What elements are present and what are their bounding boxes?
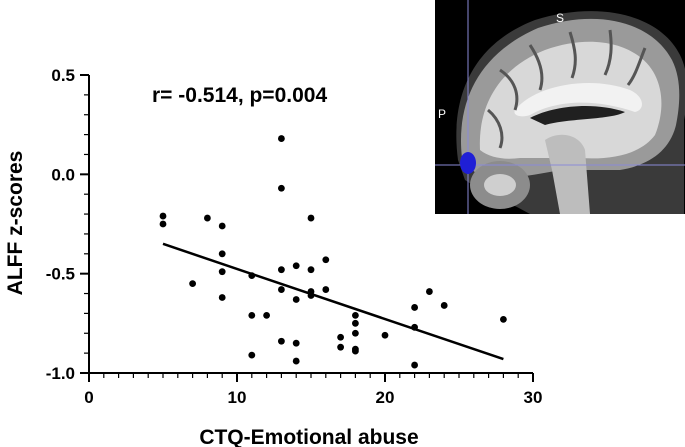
data-point [292, 357, 300, 365]
data-point [218, 294, 226, 301]
posterior-label: P [438, 107, 446, 121]
data-point [278, 266, 285, 274]
data-point [440, 302, 448, 309]
regression-line [162, 242, 504, 361]
data-point [278, 286, 285, 293]
data-point [248, 351, 256, 359]
data-point [204, 214, 211, 222]
y-tick-label: -1.0 [46, 364, 75, 383]
data-points [159, 135, 507, 369]
data-point [278, 184, 285, 192]
data-point [322, 286, 330, 293]
data-point [218, 250, 226, 258]
y-tick-label: 0.0 [51, 165, 75, 184]
y-tick-label: 0.5 [51, 66, 75, 85]
data-point [278, 337, 285, 345]
data-point [292, 339, 300, 347]
data-point [278, 135, 285, 142]
data-point [307, 266, 315, 274]
regression-line-group [162, 242, 504, 361]
data-point [307, 214, 315, 222]
data-point [337, 333, 344, 341]
x-tick-label: 10 [228, 388, 247, 407]
cerebellum-white-shape [484, 174, 516, 196]
tick-labels: 0 10 20 30 0.5 0.0 -0.5 -1.0 [46, 66, 543, 407]
y-axis-title: ALFF z-scores [4, 151, 27, 296]
data-point [218, 222, 226, 230]
data-point [381, 331, 389, 339]
highlighted-cluster [460, 152, 476, 174]
data-point [218, 268, 226, 276]
data-point [426, 288, 433, 295]
data-point [263, 311, 270, 319]
x-tick-label: 0 [84, 388, 93, 407]
data-point [322, 256, 330, 264]
data-point [411, 361, 418, 369]
data-point [337, 343, 344, 351]
data-point [292, 262, 300, 270]
corpus-callosum-shape [514, 82, 642, 117]
brainstem-shape [545, 134, 590, 214]
data-point [248, 311, 256, 319]
x-tick-label: 30 [524, 388, 543, 407]
data-point [352, 311, 359, 319]
data-point [352, 347, 359, 355]
data-point [292, 296, 300, 303]
correlation-annotation: r= -0.514, p=0.004 [152, 84, 327, 107]
data-point [411, 304, 418, 311]
data-point [352, 319, 359, 327]
x-tick-label: 20 [376, 388, 395, 407]
x-axis-title: CTQ-Emotional abuse [199, 426, 418, 447]
superior-label: S [556, 11, 564, 25]
data-point [352, 329, 359, 337]
data-point [159, 212, 167, 220]
tick-marks [80, 74, 534, 382]
data-point [500, 315, 507, 323]
data-point [159, 220, 167, 228]
sulci-lines [487, 29, 647, 149]
data-point [189, 280, 197, 287]
y-tick-label: -0.5 [46, 265, 75, 284]
brain-mri-inset: S P [435, 0, 685, 214]
ventricle-shape [530, 106, 625, 125]
